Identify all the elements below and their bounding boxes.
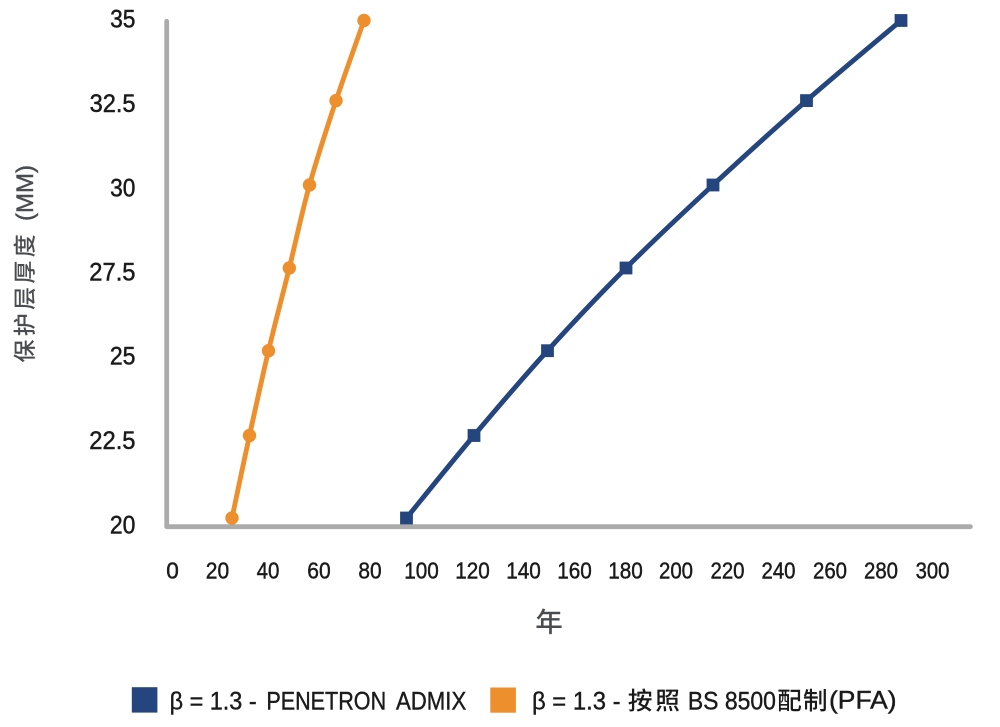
- svg-text:180: 180: [608, 557, 643, 583]
- svg-text:25: 25: [110, 343, 136, 371]
- svg-text:35: 35: [110, 6, 135, 34]
- svg-text:200: 200: [659, 557, 693, 583]
- svg-text:300: 300: [916, 557, 950, 583]
- svg-text:32.5: 32.5: [90, 90, 136, 118]
- svg-text:β = 1.3 -: β = 1.3 -: [170, 688, 257, 715]
- svg-text:280: 280: [864, 557, 898, 583]
- svg-text:160: 160: [557, 557, 592, 583]
- svg-text:220: 220: [710, 557, 744, 583]
- svg-text:240: 240: [761, 557, 795, 583]
- svg-text:ADMIX: ADMIX: [396, 688, 467, 715]
- svg-text:140: 140: [506, 557, 541, 583]
- svg-text:80: 80: [358, 557, 381, 583]
- svg-text:30: 30: [110, 174, 135, 202]
- svg-text:BS 8500: BS 8500: [688, 688, 776, 715]
- svg-text:120: 120: [455, 557, 490, 583]
- svg-text:20: 20: [110, 511, 136, 539]
- svg-text:27.5: 27.5: [89, 259, 135, 287]
- svg-text:22.5: 22.5: [89, 427, 135, 455]
- svg-text:0: 0: [166, 557, 179, 583]
- svg-text:60: 60: [307, 557, 330, 583]
- svg-text:20: 20: [206, 557, 229, 583]
- svg-text:260: 260: [813, 557, 847, 583]
- svg-text:PENETRON: PENETRON: [266, 688, 386, 715]
- svg-text:(PFA): (PFA): [829, 687, 897, 714]
- svg-text:40: 40: [257, 557, 280, 583]
- svg-text:(MM): (MM): [12, 165, 39, 221]
- svg-text:100: 100: [404, 557, 439, 583]
- svg-text:β = 1.3 -: β = 1.3 -: [532, 688, 621, 715]
